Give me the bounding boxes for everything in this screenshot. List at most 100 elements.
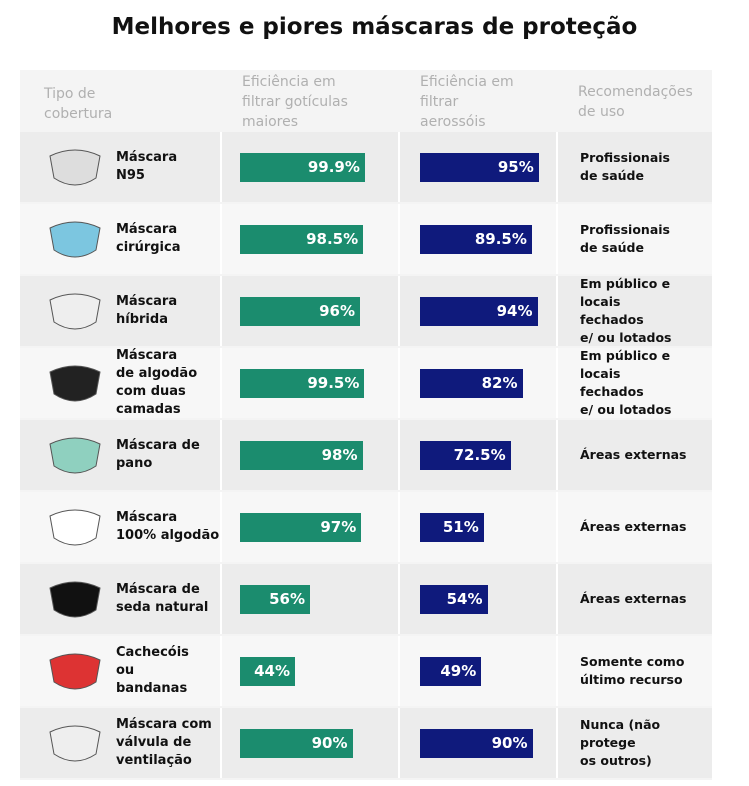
divider <box>398 420 400 490</box>
bar: 54% <box>420 585 488 614</box>
bar: 97% <box>240 513 362 542</box>
bar: 99.9% <box>240 153 365 182</box>
mask-name: Cachecóis ou bandanas <box>116 645 189 696</box>
divider <box>398 132 400 202</box>
bar: 95% <box>420 153 539 182</box>
bar: 98.5% <box>240 225 364 254</box>
divider <box>398 492 400 562</box>
divider <box>556 204 558 274</box>
divider <box>398 708 400 778</box>
mask-icon <box>49 581 101 618</box>
mask-name: Máscara 100% algodão <box>116 510 220 543</box>
mask-name: Máscara N95 <box>116 150 178 183</box>
bar: 89.5% <box>420 225 532 254</box>
recommendation: Profissionais de saúde <box>580 150 670 183</box>
value-label: 94% <box>496 302 533 320</box>
bar: 72.5% <box>420 441 511 470</box>
bar: 99.5% <box>240 369 365 398</box>
header: Eficiência em filtrar aerossóis <box>420 74 514 130</box>
divider <box>398 636 400 706</box>
table-row: Máscara N95 99.9% 95% Profissionais de saúd… <box>20 132 712 202</box>
divider <box>220 492 222 562</box>
value-label: 96% <box>319 302 355 320</box>
divider <box>556 708 558 778</box>
divider <box>556 636 558 706</box>
value-label: 54% <box>446 590 483 608</box>
header: Tipo de cobertura <box>44 86 113 122</box>
recommendation: Profissionais de saúde <box>580 222 670 255</box>
mask-name: Máscara de seda natural <box>116 582 209 615</box>
mask-name: Máscara de pano <box>116 438 200 471</box>
table-row: Máscara cirúrgica 98.5% 89.5% Profissionais… <box>20 204 712 274</box>
divider <box>398 348 400 418</box>
value-label: 44% <box>254 662 290 680</box>
bar: 90% <box>420 729 533 758</box>
bar: 49% <box>420 657 482 686</box>
value-label: 90% <box>491 734 528 752</box>
divider <box>398 276 400 346</box>
recommendation: Áreas externas <box>580 447 687 462</box>
divider <box>556 420 558 490</box>
value-label: 95% <box>497 158 534 176</box>
divider <box>556 132 558 202</box>
bar: 44% <box>240 657 295 686</box>
bar: 51% <box>420 513 484 542</box>
divider <box>556 564 558 634</box>
header: Eficiência em filtrar gotículas maiores <box>242 74 348 130</box>
mask-icon <box>49 149 101 186</box>
recommendation: Nunca (não protege os outros) <box>580 717 661 768</box>
value-label: 49% <box>440 662 477 680</box>
table-row: Máscara com válvula de ventilação 90% 90% N… <box>20 708 712 778</box>
bar: 90% <box>240 729 353 758</box>
mask-name: Máscara cirúrgica <box>116 222 181 255</box>
mask-icon <box>49 365 101 402</box>
divider <box>398 564 400 634</box>
value-label: 99.9% <box>307 158 360 176</box>
header: Recomendações de uso <box>578 84 693 120</box>
table-row: Máscara de seda natural 56% 54% Áreas exter… <box>20 564 712 634</box>
value-label: 72.5% <box>453 446 506 464</box>
value-label: 98.5% <box>306 230 359 248</box>
mask-name: Máscara com válvula de ventilação <box>116 717 212 768</box>
table: Tipo de cobertura Eficiência em filtrar … <box>20 70 712 780</box>
bar: 98% <box>240 441 363 470</box>
mask-icon <box>49 293 101 330</box>
recommendation: Áreas externas <box>580 591 687 606</box>
mask-icon <box>49 221 101 258</box>
recommendation: Em público e locais fechados e/ ou lotad… <box>580 348 672 417</box>
divider <box>220 708 222 778</box>
divider <box>398 204 400 274</box>
divider <box>220 132 222 202</box>
divider <box>556 348 558 418</box>
divider <box>220 204 222 274</box>
mask-name: Máscara híbrida <box>116 294 178 327</box>
divider <box>556 276 558 346</box>
divider <box>220 636 222 706</box>
table-row: Cachecóis ou bandanas 44% 49% Somente como … <box>20 636 712 706</box>
divider <box>220 276 222 346</box>
value-label: 51% <box>442 518 479 536</box>
value-label: 98% <box>321 446 358 464</box>
title: Melhores e piores máscaras de proteção <box>111 14 638 40</box>
table-row: Máscara de algodão com duas camadas 99.5%… <box>20 348 712 418</box>
divider <box>220 564 222 634</box>
recommendation: Em público e locais fechados e/ ou lotad… <box>580 276 672 345</box>
mask-icon <box>49 509 101 546</box>
value-label: 90% <box>311 734 348 752</box>
bar: 56% <box>240 585 310 614</box>
mask-name: Máscara de algodão com duas camadas <box>116 348 198 417</box>
value-label: 56% <box>269 590 305 608</box>
value-label: 97% <box>320 518 357 536</box>
table-row: Máscara de pano 98% 72.5% Áreas externas <box>20 420 712 490</box>
divider <box>220 348 222 418</box>
value-label: 82% <box>481 374 518 392</box>
table-row: Máscara 100% algodão 97% 51% Áreas externas <box>20 492 712 562</box>
divider <box>220 420 222 490</box>
recommendation: Áreas externas <box>580 519 687 534</box>
recommendation: Somente como último recurso <box>580 654 685 687</box>
value-label: 89.5% <box>474 230 527 248</box>
mask-icon <box>49 725 101 762</box>
table-row: Máscara híbrida 96% 94% Em público e locais… <box>20 276 712 346</box>
mask-icon <box>49 437 101 474</box>
